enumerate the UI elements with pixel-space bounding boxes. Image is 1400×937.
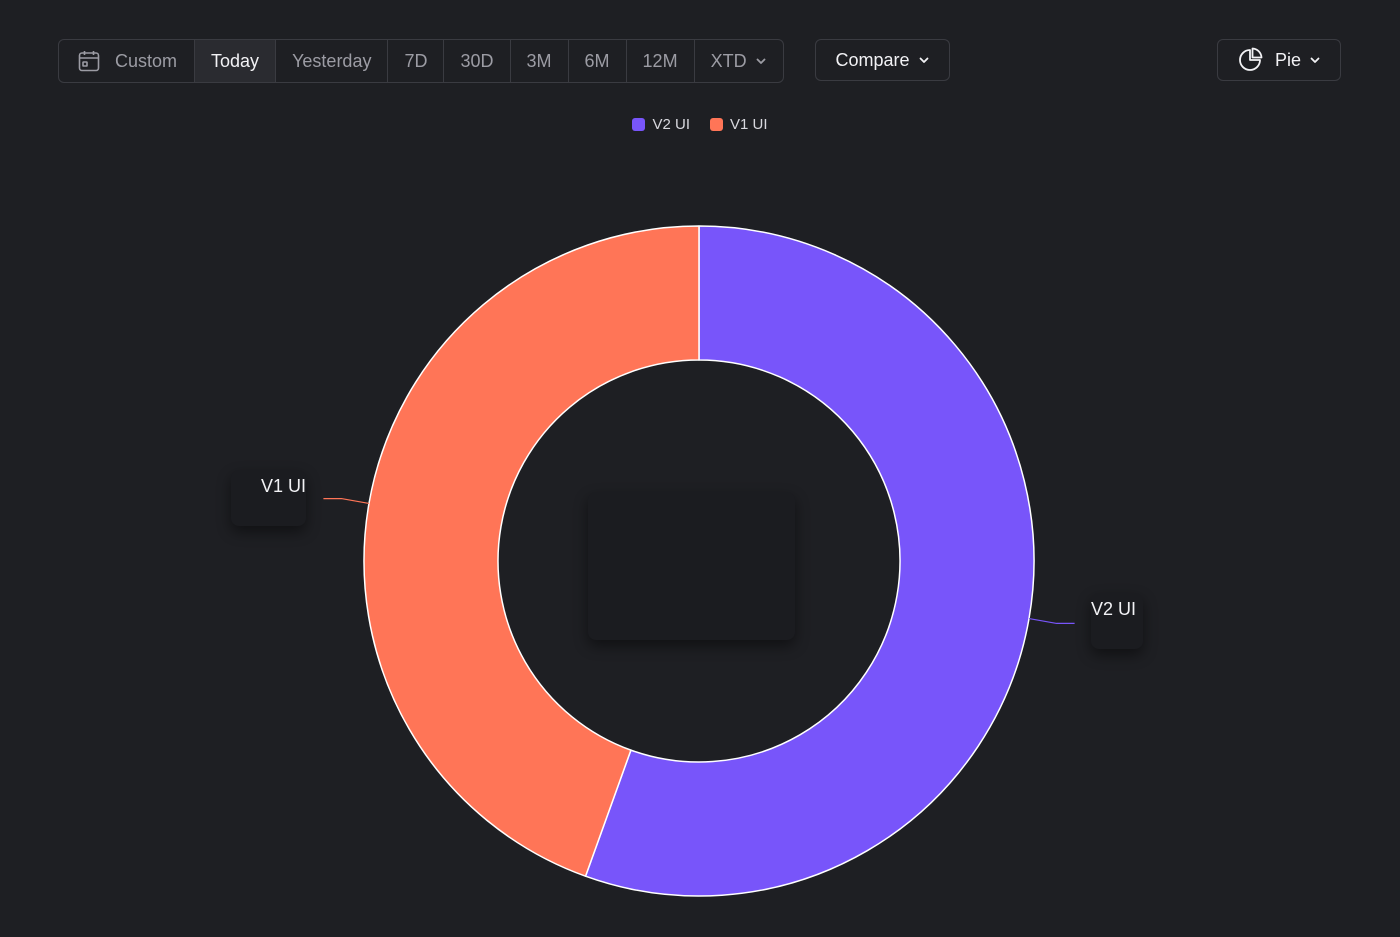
chart-type-label: Pie: [1274, 49, 1301, 70]
compare-dropdown[interactable]: Compare: [815, 39, 950, 81]
range-button-today[interactable]: Today: [194, 40, 276, 82]
center-tooltip: [588, 492, 795, 640]
legend-swatch-v1: [710, 118, 723, 131]
legend-item-v1[interactable]: V1 UI: [710, 116, 768, 133]
custom-range-label: Custom: [115, 50, 178, 71]
range-button-7d[interactable]: 7D: [387, 40, 443, 82]
chevron-down-icon: [756, 58, 765, 64]
label-box-v2: [1091, 593, 1143, 649]
chart-type-dropdown[interactable]: Pie: [1217, 39, 1341, 81]
range-button-yesterday[interactable]: Yesterday: [275, 40, 387, 82]
range-button-xtd[interactable]: XTD: [693, 40, 783, 82]
legend-swatch-v2: [632, 118, 646, 131]
chart-legend: V2 UI V1 UI: [0, 116, 1400, 133]
donut-slice-v2[interactable]: [584, 225, 1035, 897]
leader-line-v2: [1028, 618, 1075, 625]
compare-label: Compare: [835, 49, 910, 70]
date-range-selector: Custom Today Yesterday 7D 30D 3M 6M 12M …: [58, 39, 784, 83]
slice-label-v1: V1 UI: [261, 476, 307, 496]
range-button-6m[interactable]: 6M: [567, 40, 626, 82]
legend-item-v2[interactable]: V2 UI: [632, 116, 690, 133]
range-button-12m[interactable]: 12M: [625, 40, 694, 82]
slice-label-v2: V2 UI: [1091, 599, 1137, 619]
chevron-down-icon: [919, 57, 928, 63]
range-button-3m[interactable]: 3M: [509, 40, 568, 82]
leader-line-v1: [323, 497, 370, 504]
range-button-30d[interactable]: 30D: [443, 40, 509, 82]
chevron-down-icon: [1310, 57, 1320, 63]
xtd-label: XTD: [710, 50, 747, 71]
donut-slice-v1[interactable]: [363, 225, 700, 877]
custom-range-button[interactable]: Custom: [59, 40, 194, 82]
legend-label-v1: V1 UI: [730, 116, 768, 133]
calendar-icon: [78, 51, 100, 72]
legend-label-v2: V2 UI: [652, 116, 690, 133]
pie-chart-icon: [1239, 47, 1263, 71]
label-box-v1: [231, 470, 306, 526]
